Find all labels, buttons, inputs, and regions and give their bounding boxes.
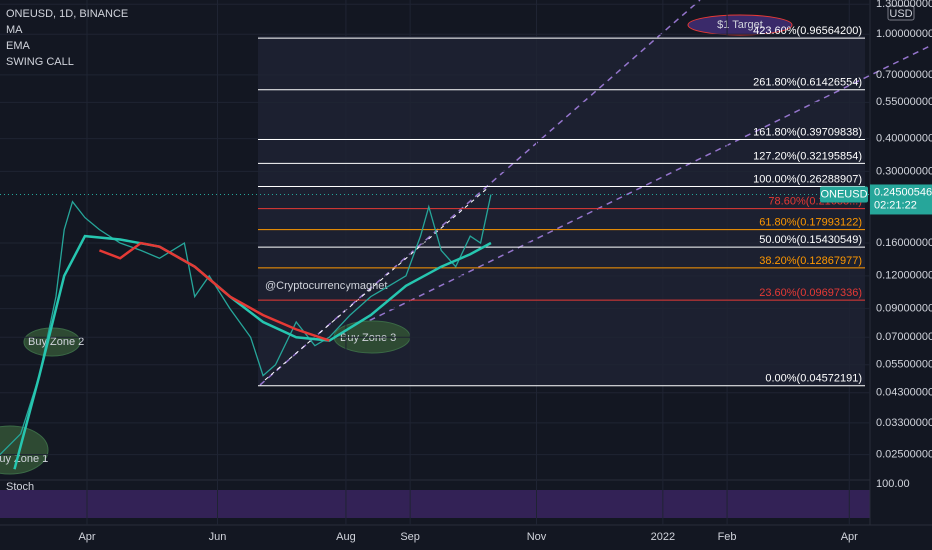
x-tick-label: Feb bbox=[718, 531, 737, 543]
fib-label: 38.20%(0.12867977) bbox=[759, 255, 862, 267]
x-tick-label: Jun bbox=[209, 531, 227, 543]
price-tag bbox=[870, 184, 932, 215]
fib-label: 0.00%(0.04572191) bbox=[765, 373, 862, 385]
fib-label: 127.20%(0.32195854) bbox=[753, 150, 862, 162]
fib-label: 423.60%(0.96564200) bbox=[753, 25, 862, 37]
chart-title: ONEUSD, 1D, BINANCE bbox=[6, 8, 128, 20]
y-tick-label: 0.12000000 bbox=[876, 270, 932, 282]
y-tick-label: 0.70000000 bbox=[876, 69, 932, 81]
y-tick-label: 0.02500000 bbox=[876, 448, 932, 460]
series-line bbox=[0, 194, 492, 456]
x-tick-label: Apr bbox=[78, 531, 95, 543]
target-bubble bbox=[687, 14, 793, 36]
zone-bubble bbox=[0, 425, 49, 475]
x-tick-label: Apr bbox=[841, 531, 858, 543]
annotation: $1 Target bbox=[717, 19, 763, 31]
y-tick-label: 1.00000000 bbox=[876, 28, 932, 40]
x-tick-label: Aug bbox=[336, 531, 356, 543]
y-tick-label: 0.04300000 bbox=[876, 387, 932, 399]
currency[interactable]: USD bbox=[889, 8, 912, 20]
y-tick-label: 0.16000000 bbox=[876, 237, 932, 249]
y-tick-label: 0.40000000 bbox=[876, 133, 932, 145]
stoch-label: Stoch bbox=[6, 481, 34, 493]
stoch-tick: 100.00 bbox=[876, 478, 910, 490]
countdown: 02:21:22 bbox=[874, 199, 917, 211]
y-tick-label: 0.55000000 bbox=[876, 96, 932, 108]
x-tick-label: 2022 bbox=[651, 531, 675, 543]
fib-label: 161.80%(0.39709838) bbox=[753, 126, 862, 138]
indicator: MA bbox=[6, 24, 23, 36]
channel-line bbox=[259, 0, 701, 386]
fib-label: 23.60%(0.09697336) bbox=[759, 287, 862, 299]
fib-label: 50.00%(0.15430549) bbox=[759, 234, 862, 246]
fib-label: 261.80%(0.61426554) bbox=[753, 77, 862, 89]
annotation: Buy Zone 3 bbox=[340, 332, 396, 344]
price-tag-text: 0.24500546 bbox=[874, 186, 932, 198]
y-tick-label: 0.09000000 bbox=[876, 303, 932, 315]
annotation: @Cryptocurrencymagnet bbox=[265, 280, 387, 292]
y-tick-label: 0.30000000 bbox=[876, 165, 932, 177]
currency-box[interactable] bbox=[887, 5, 915, 21]
y-tick-label: 0.05500000 bbox=[876, 359, 932, 371]
x-tick-label: Nov bbox=[527, 531, 547, 543]
fib-label: 61.80%(0.17993122) bbox=[759, 217, 862, 229]
series-line bbox=[13, 234, 492, 470]
symbol-tag-text: ONEUSD bbox=[820, 188, 867, 200]
y-tick-label: 0.03300000 bbox=[876, 417, 932, 429]
indicator: EMA bbox=[6, 40, 31, 52]
y-tick-label: 0.07000000 bbox=[876, 331, 932, 343]
annotation: Buy Zone 2 bbox=[28, 336, 84, 348]
indicator: SWING CALL bbox=[6, 56, 74, 68]
stoch-band bbox=[0, 490, 870, 518]
y-tick-label: 1.30000000 bbox=[876, 0, 932, 10]
x-tick-label: Sep bbox=[400, 531, 420, 543]
annotation: Buy Zone 1 bbox=[0, 453, 48, 465]
fib-label: 100.00%(0.26288907) bbox=[753, 173, 862, 185]
trend-line bbox=[264, 185, 491, 381]
series-line bbox=[98, 241, 330, 342]
symbol-tag bbox=[820, 186, 868, 203]
